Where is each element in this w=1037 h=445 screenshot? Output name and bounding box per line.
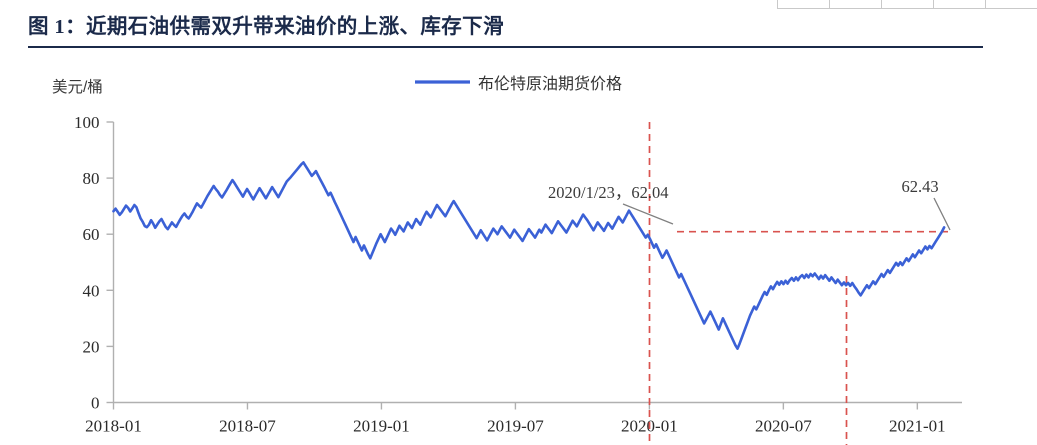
table-cell-separator (777, 0, 778, 9)
annotation-leader-line-peak (622, 203, 674, 225)
y-tick-label: 40 (83, 281, 100, 300)
page-table-fragment (777, 0, 1037, 9)
figure-title-block: 图 1：近期石油供需双升带来油价的上涨、库存下滑 (28, 14, 983, 49)
title-underline-rule (28, 46, 983, 49)
annotation-leader-line-last (933, 197, 951, 231)
y-tick-label: 60 (83, 225, 100, 244)
table-cell-separator (933, 0, 934, 9)
reference-lines (648, 122, 949, 445)
y-axis-ticks: 0 20 40 60 80 100 (74, 113, 114, 413)
table-cell-separator (829, 0, 830, 9)
page-title: 图 1：近期石油供需双升带来油价的上涨、库存下滑 (28, 16, 504, 38)
y-tick-label: 80 (83, 169, 100, 188)
x-tick-label: 2020-07 (755, 417, 812, 436)
series-line-brent-futures (112, 161, 946, 350)
y-axis-unit-group: 美元/桶 (52, 78, 103, 96)
x-tick-label: 2021-01 (889, 417, 946, 436)
legend-label-brent: 布伦特原油期货价格 (478, 75, 622, 93)
legend: 布伦特原油期货价格 (415, 75, 622, 93)
annotation-label-peak: 2020/1/23，62.04 (548, 183, 669, 202)
x-axis-ticks: 2018-01 2018-07 2019-01 2019-07 2020-01 2020-… (85, 402, 946, 436)
annotations: 2020/1/23，62.04 62.43 (548, 177, 951, 231)
x-tick-label: 2019-07 (487, 417, 544, 436)
annotation-label-last: 62.43 (901, 177, 938, 196)
y-axis-unit-label: 美元/桶 (52, 78, 103, 96)
x-tick-label: 2018-07 (219, 417, 276, 436)
x-tick-label: 2019-01 (353, 417, 410, 436)
y-tick-label: 20 (83, 337, 100, 356)
x-tick-label: 2018-01 (85, 417, 142, 436)
table-cell-separator (985, 0, 986, 9)
table-cell-separator (881, 0, 882, 9)
y-tick-label: 0 (91, 394, 100, 413)
y-tick-label: 100 (74, 113, 100, 132)
